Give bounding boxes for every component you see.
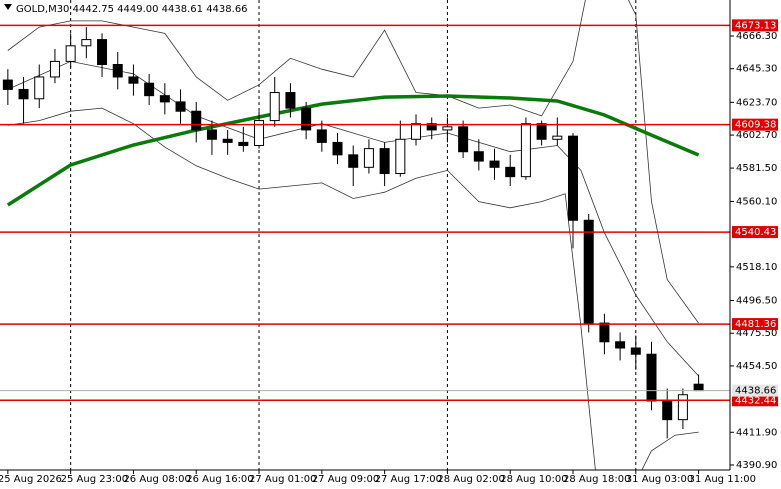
level-label-box — [732, 19, 778, 32]
x-tick-label: 26 Aug 16:00 — [186, 474, 253, 485]
moving-average — [6, 94, 700, 207]
candle-body — [630, 347, 641, 355]
level-label-box — [732, 118, 778, 131]
y-tick-label: 4602.70 — [736, 130, 777, 141]
candle-body — [159, 95, 170, 103]
x-tick-label: 31 Aug 11:00 — [689, 474, 756, 485]
candle-body — [2, 79, 13, 90]
x-tick-label: 27 Aug 17:00 — [375, 474, 442, 485]
candle-body — [599, 322, 610, 343]
candle-body — [18, 88, 29, 100]
y-tick-label: 4623.70 — [736, 97, 777, 108]
candle-body — [379, 148, 390, 175]
candle-body — [128, 76, 139, 84]
band-upper — [7, 0, 699, 324]
candle-body — [520, 123, 531, 178]
x-tick-label: 26 Aug 08:00 — [123, 474, 190, 485]
candle-body — [316, 129, 327, 143]
level-label-box — [732, 226, 778, 239]
x-tick-label: 25 Aug 23:00 — [61, 474, 128, 485]
y-tick-label: 4518.10 — [736, 262, 777, 273]
level-label-box — [732, 394, 778, 407]
candle-body — [348, 154, 359, 168]
candle-body — [301, 107, 312, 131]
level-label: 4673.13 — [735, 20, 776, 31]
candle-body — [65, 45, 76, 62]
candle-body — [552, 135, 563, 140]
candle-body — [222, 138, 233, 143]
candle-body — [662, 400, 673, 421]
candle-body — [254, 120, 265, 147]
candle-body — [285, 92, 296, 109]
x-tick-label: 25 Aug 2026 — [0, 474, 62, 485]
candle-body — [646, 353, 657, 402]
y-tick-label: 4581.50 — [736, 163, 777, 174]
candle-body — [677, 394, 688, 421]
candle-body — [112, 64, 123, 78]
y-tick-label: 4411.90 — [736, 427, 777, 438]
candle-body — [615, 341, 626, 349]
candle-body — [175, 101, 186, 112]
x-tick-label: 28 Aug 18:00 — [563, 474, 630, 485]
level-label-box — [732, 318, 778, 331]
axis-labels: 4666.30 4645.30 4623.70 4602.70 4581.50 4560.… — [0, 19, 778, 485]
candle-body — [693, 383, 704, 392]
candle-body — [238, 141, 249, 147]
x-tick-label: 31 Aug 03:00 — [626, 474, 693, 485]
candle-body — [363, 148, 374, 168]
candle-body — [34, 76, 45, 100]
candle-body — [144, 82, 155, 97]
candle-body — [458, 126, 469, 153]
y-tick-label: 4666.30 — [736, 31, 777, 42]
y-tick-label: 4454.50 — [736, 361, 777, 372]
x-tick-label: 28 Aug 10:00 — [500, 474, 567, 485]
level-label: 4432.44 — [735, 395, 776, 406]
candle-body — [49, 60, 60, 78]
y-tick-label: 4475.50 — [736, 328, 777, 339]
candle-body — [583, 219, 594, 324]
candle-body — [411, 123, 422, 140]
y-tick-label: 4390.90 — [736, 460, 777, 471]
current-price-label: 4438.66 — [735, 386, 776, 397]
band-lower — [7, 107, 699, 470]
y-tick-label: 4496.50 — [736, 295, 777, 306]
candle-body — [97, 39, 108, 66]
candle-body — [206, 129, 217, 140]
candle-body — [81, 39, 92, 47]
level-label: 4481.36 — [735, 319, 776, 330]
candle-body — [536, 123, 547, 140]
symbol-icon — [4, 4, 12, 10]
candle-body — [269, 92, 280, 122]
y-tick-label: 4645.30 — [736, 64, 777, 75]
plot-area — [0, 0, 730, 470]
x-tick-label: 27 Aug 09:00 — [312, 474, 379, 485]
candle-body — [426, 123, 437, 131]
candle-body — [505, 166, 516, 178]
candle-body — [442, 126, 453, 131]
candle-body — [568, 135, 579, 221]
chart-header: GOLD,M30 4442.75 4449.00 4438.61 4438.66 — [16, 4, 248, 15]
grid — [70, 0, 637, 470]
candle-body — [332, 141, 343, 156]
level-label: 4540.43 — [735, 227, 776, 238]
x-tick-label: 28 Aug 02:00 — [437, 474, 504, 485]
candle-body — [489, 160, 500, 168]
candle-body — [191, 110, 202, 131]
current-price-box — [732, 384, 778, 397]
x-tick-label: 27 Aug 01:00 — [249, 474, 316, 485]
candle-body — [395, 138, 406, 175]
level-label: 4609.38 — [735, 120, 776, 131]
y-tick-label: 4560.10 — [736, 196, 777, 207]
candle-body — [473, 151, 484, 162]
